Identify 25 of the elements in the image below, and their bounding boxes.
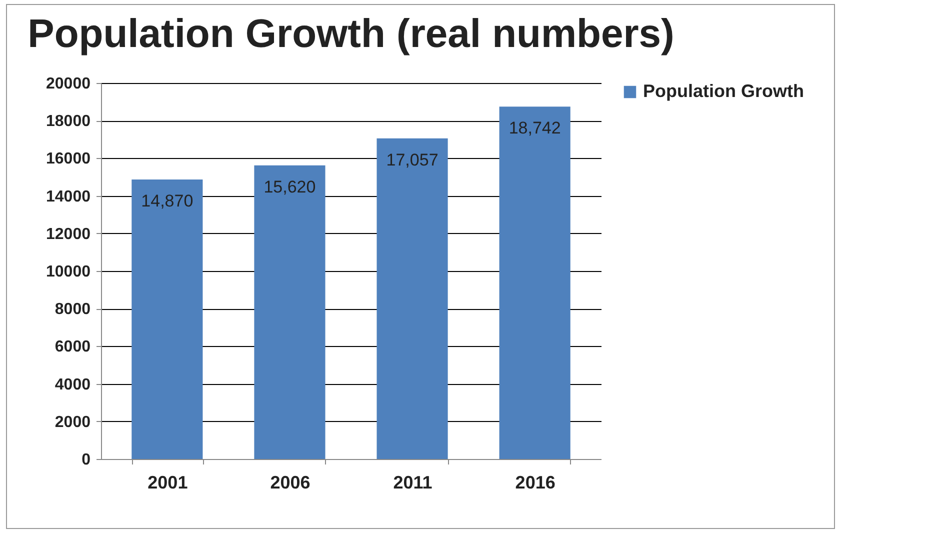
text: 17,057 — [386, 150, 438, 170]
chart-title: Population Growth (real numbers) — [28, 12, 674, 56]
bar — [499, 106, 570, 459]
bar — [376, 138, 448, 459]
text: 15,620 — [264, 177, 316, 196]
y-tick-label: 2000 — [54, 414, 91, 431]
y-tick-label: 10000 — [46, 264, 91, 280]
y-tick-label: 12000 — [46, 226, 91, 243]
x-tick-label: 2016 — [515, 472, 556, 492]
legend-label: Population Growth — [643, 81, 804, 101]
y-tick-label: 16000 — [46, 150, 91, 168]
bar — [132, 179, 203, 459]
text: 18,742 — [508, 118, 561, 138]
y-tick-label: 20000 — [46, 76, 91, 92]
y-tick-label: 6000 — [54, 338, 91, 356]
bar — [254, 165, 326, 459]
x-tick-label: 2006 — [270, 472, 310, 492]
x-tick-label: 2011 — [393, 472, 432, 492]
y-tick-label: 14000 — [46, 188, 91, 206]
y-tick-label: 0 — [82, 452, 91, 468]
y-tick-label: 8000 — [54, 301, 91, 318]
y-tick-label: 18000 — [46, 113, 91, 130]
text: 14,870 — [141, 191, 194, 210]
x-tick-label: 2001 — [148, 472, 188, 492]
y-tick-label: 4000 — [54, 376, 91, 394]
